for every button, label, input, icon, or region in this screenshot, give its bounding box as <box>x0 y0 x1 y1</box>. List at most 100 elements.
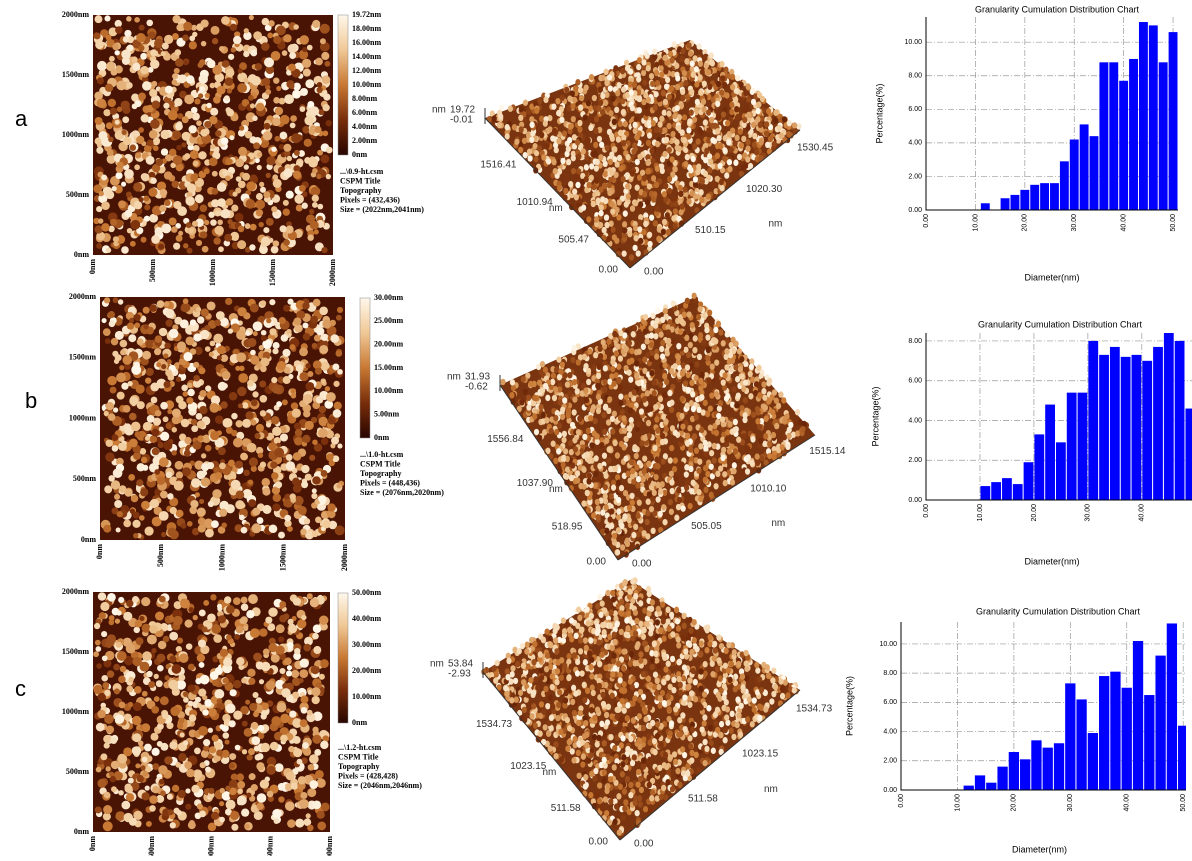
grain <box>273 342 280 349</box>
grain <box>334 402 342 410</box>
peak <box>633 128 638 134</box>
grain <box>129 318 134 323</box>
peak <box>722 372 727 378</box>
grain <box>146 156 155 165</box>
grain <box>173 131 182 140</box>
grain <box>272 503 280 511</box>
peak <box>685 440 690 446</box>
peak <box>686 372 691 378</box>
peak <box>743 412 748 418</box>
grain <box>155 335 162 342</box>
grain <box>199 86 205 92</box>
peak <box>544 417 549 423</box>
afm-y-tick: 0nm <box>74 250 89 259</box>
grain <box>150 119 160 129</box>
peak <box>570 462 575 468</box>
peak <box>697 43 702 49</box>
grain <box>247 338 256 347</box>
peak <box>622 221 627 227</box>
grain <box>271 416 280 425</box>
grain <box>312 439 318 445</box>
grain <box>156 158 164 166</box>
grain <box>139 197 144 202</box>
grain <box>112 351 118 357</box>
peak <box>602 386 607 392</box>
grain <box>330 334 339 343</box>
peak <box>721 447 726 453</box>
peak <box>686 198 691 204</box>
grain <box>248 480 253 485</box>
grain <box>172 73 178 79</box>
peak <box>562 130 567 136</box>
grain <box>299 372 308 381</box>
grain <box>199 390 206 397</box>
peak <box>772 141 777 147</box>
peak <box>652 510 657 516</box>
peak <box>638 201 643 207</box>
peak <box>645 160 650 166</box>
grain <box>169 329 179 339</box>
peak <box>617 199 622 205</box>
peak <box>732 427 737 433</box>
peak <box>643 221 648 227</box>
grain <box>121 101 130 110</box>
peak <box>651 196 656 202</box>
grain <box>172 33 179 40</box>
peak <box>713 327 718 333</box>
peak <box>624 346 629 352</box>
peak <box>582 354 587 360</box>
peak <box>603 498 608 504</box>
grain <box>280 225 287 232</box>
grain <box>156 362 161 367</box>
peak <box>669 479 674 485</box>
grain <box>283 376 291 384</box>
grain <box>271 246 279 254</box>
info-line: CSPM Title <box>360 459 401 468</box>
grain <box>299 90 305 96</box>
grain <box>202 246 209 253</box>
peak <box>655 308 660 314</box>
peak <box>662 362 667 368</box>
grain <box>276 86 281 91</box>
peak <box>663 308 668 314</box>
peak <box>694 66 699 72</box>
grain <box>316 396 323 403</box>
grain <box>129 439 138 448</box>
peak <box>646 420 651 426</box>
peak <box>575 139 580 145</box>
peak <box>658 488 663 494</box>
grain <box>258 222 263 227</box>
peak <box>680 95 685 101</box>
afm-x-tick: 2000nm <box>340 544 349 571</box>
grain <box>312 343 317 348</box>
colorbar-label: 0nm <box>352 150 367 159</box>
grain <box>213 96 221 104</box>
peak <box>704 148 709 154</box>
grain <box>199 74 208 83</box>
afm-y-tick: 2000nm <box>69 292 96 301</box>
peak <box>655 482 660 488</box>
grain <box>120 349 126 355</box>
peak <box>627 432 632 438</box>
peak <box>720 416 725 422</box>
grain <box>218 382 227 391</box>
grain <box>193 161 199 167</box>
peak <box>612 533 617 539</box>
peak <box>725 120 730 126</box>
left-axis-tick: 1556.84 <box>487 434 524 445</box>
peak <box>606 408 611 414</box>
peak <box>581 467 586 473</box>
grain <box>155 410 162 417</box>
peak <box>721 111 726 117</box>
peak <box>660 317 665 323</box>
grain <box>212 38 218 44</box>
peak <box>607 446 612 452</box>
peak <box>741 136 746 142</box>
grain <box>135 431 141 437</box>
peak <box>792 122 797 128</box>
peak <box>686 133 691 139</box>
grain <box>251 399 258 406</box>
peak <box>660 168 665 174</box>
peak <box>540 361 545 367</box>
grain <box>312 195 319 202</box>
